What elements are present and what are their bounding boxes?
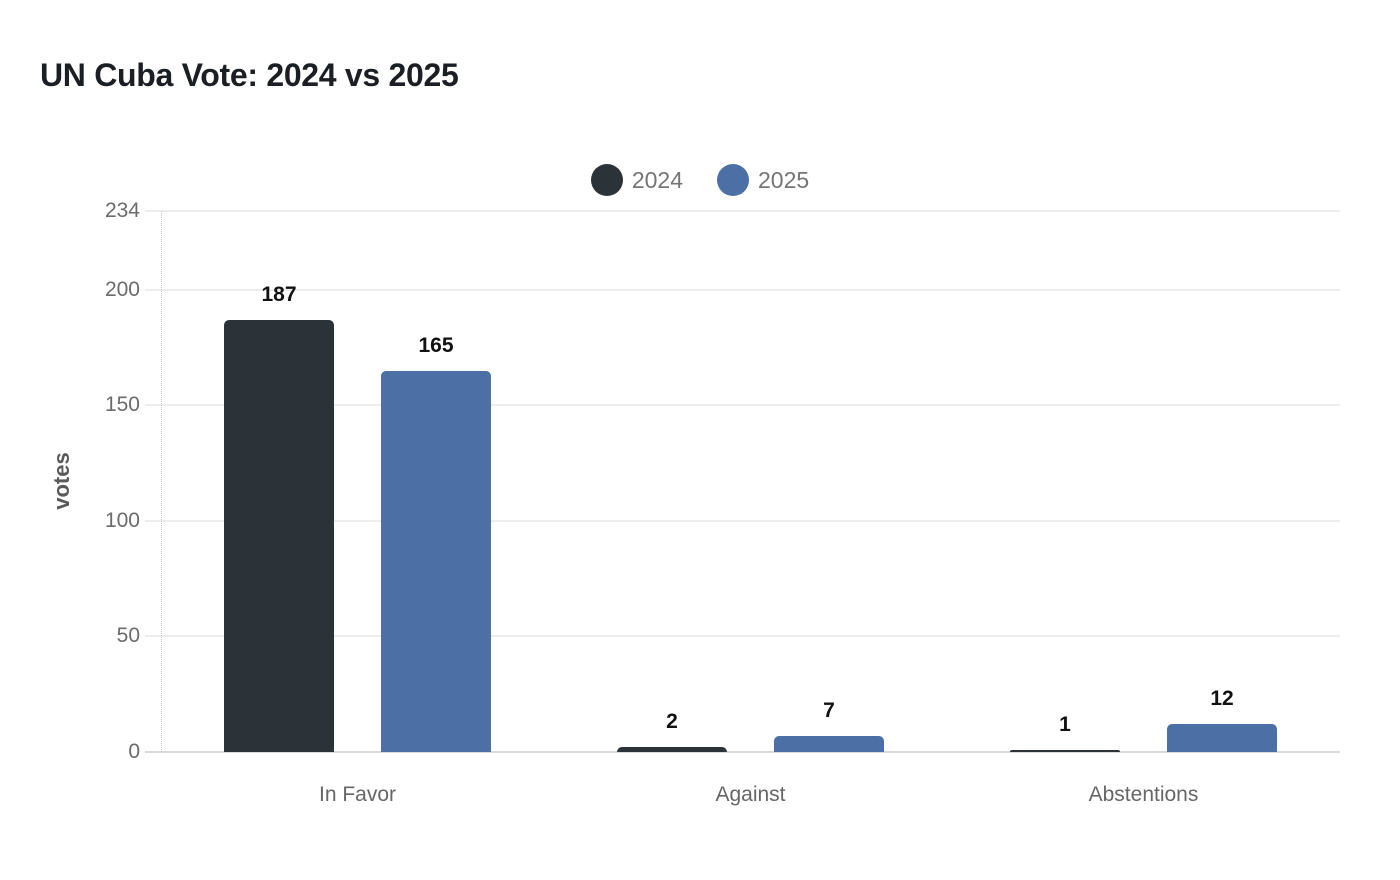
gridline <box>145 635 1340 638</box>
bar-value-label: 1 <box>1059 712 1071 736</box>
bar-value-label: 2 <box>666 710 678 734</box>
gridline <box>145 519 1340 522</box>
y-tick-label: 50 <box>116 624 140 648</box>
x-category-label: Against <box>715 783 786 806</box>
legend-label: 2025 <box>758 166 810 193</box>
legend-label: 2024 <box>631 166 683 193</box>
y-axis-line <box>161 211 162 752</box>
legend-item-2024: 2024 <box>590 164 683 196</box>
bar-2024-against <box>617 747 727 752</box>
y-tick-label: 200 <box>104 277 140 301</box>
gridline <box>145 404 1340 407</box>
gridline <box>145 210 1340 212</box>
x-category-label: Abstentions <box>1088 783 1199 806</box>
bar-value-label: 187 <box>261 282 297 306</box>
gridline <box>145 288 1340 291</box>
x-axis-line <box>145 751 1340 753</box>
bar-2024-abstentions <box>1010 749 1120 752</box>
y-axis-title: votes <box>49 452 74 510</box>
bar-2025-abstentions <box>1167 724 1277 752</box>
legend: 2024 2025 <box>0 164 1400 196</box>
x-category-label: In Favor <box>318 783 397 806</box>
bar-value-label: 12 <box>1210 687 1234 711</box>
y-tick-label: 100 <box>104 508 140 532</box>
y-tick-label: 0 <box>128 740 140 763</box>
bar-value-label: 165 <box>418 333 454 357</box>
chart-title: UN Cuba Vote: 2024 vs 2025 <box>40 57 459 93</box>
y-tick-label: 150 <box>104 393 140 417</box>
bar-2025-in-favor <box>381 370 491 752</box>
legend-swatch-icon <box>590 164 623 196</box>
bar-2025-against <box>774 735 884 752</box>
bar-2024-in-favor <box>224 319 334 752</box>
legend-swatch-icon <box>717 164 749 196</box>
legend-item-2025: 2025 <box>717 164 809 196</box>
bar-value-label: 7 <box>823 698 835 722</box>
y-tick-label: 234 <box>104 199 140 222</box>
